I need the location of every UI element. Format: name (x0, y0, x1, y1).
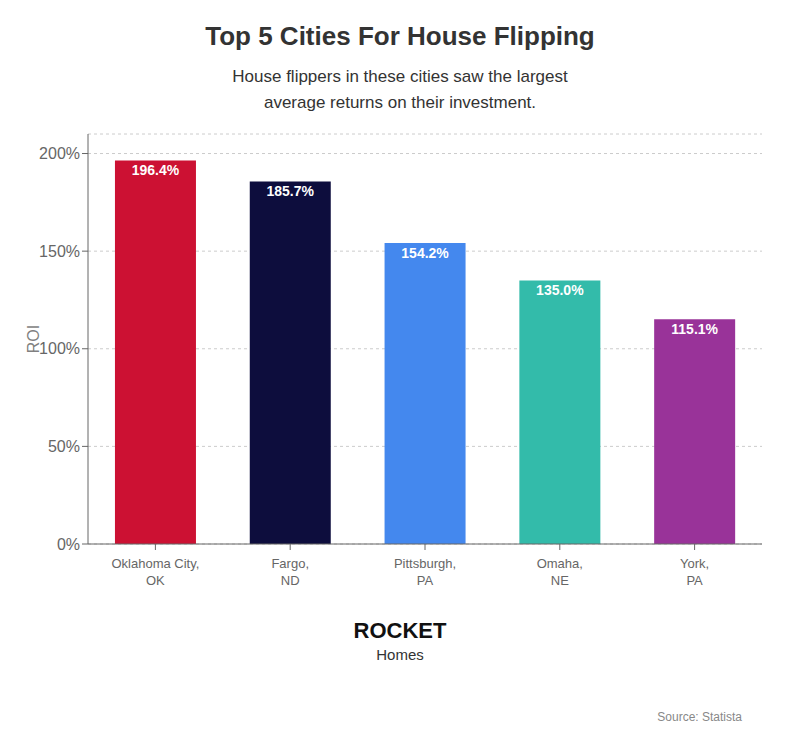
svg-text:185.7%: 185.7% (267, 183, 315, 199)
html-text:Top 5 Cities For House Flippin: Top 5 Cities For House Flipping (205, 20, 595, 51)
svg-text:ROI: ROI (25, 325, 42, 353)
html-text:Source: Statista: Source: Statista (657, 710, 742, 724)
svg-text:115.1%: 115.1% (671, 321, 718, 337)
svg-text:196.4%: 196.4% (132, 162, 180, 178)
svg-text:50%: 50% (48, 438, 80, 455)
svg-text:154.2%: 154.2% (401, 245, 449, 261)
svg-text:Pittsburgh,PA: Pittsburgh,PA (394, 556, 456, 588)
svg-text:Omaha,NE: Omaha,NE (537, 556, 583, 588)
svg-text:100%: 100% (39, 340, 80, 357)
html-text:ROCKET: ROCKET (353, 618, 447, 643)
svg-text:York,PA: York,PA (680, 556, 709, 588)
svg-text:200%: 200% (39, 145, 80, 162)
svg-text:0%: 0% (57, 536, 80, 553)
html-text:House flippers in these cities: House flippers in these cities saw the l… (232, 67, 568, 86)
svg-text:135.0%: 135.0% (536, 282, 584, 298)
svg-text:Fargo,ND: Fargo,ND (271, 556, 309, 588)
svg-text:150%: 150% (39, 243, 80, 260)
html-text:average returns on their inves: average returns on their investment. (263, 93, 537, 112)
svg-text:Oklahoma City,OK: Oklahoma City,OK (111, 556, 199, 588)
html-text:Homes: Homes (376, 646, 424, 663)
